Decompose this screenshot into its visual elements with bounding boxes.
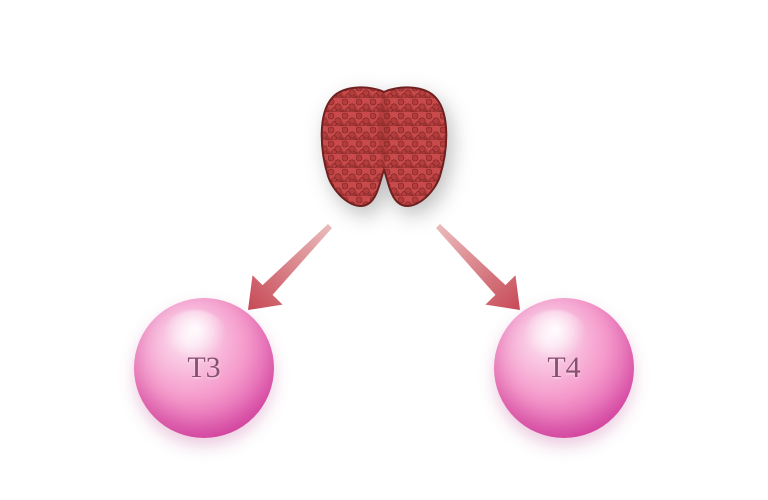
hormone-sphere-t3: T3 — [134, 298, 274, 438]
arrow-right — [423, 211, 535, 324]
arrow-left — [233, 211, 345, 324]
sphere-label-t3: T3 — [187, 351, 220, 385]
arrows-layer — [0, 0, 768, 500]
sphere-label-t4: T4 — [547, 351, 580, 385]
hormone-sphere-t4: T4 — [494, 298, 634, 438]
